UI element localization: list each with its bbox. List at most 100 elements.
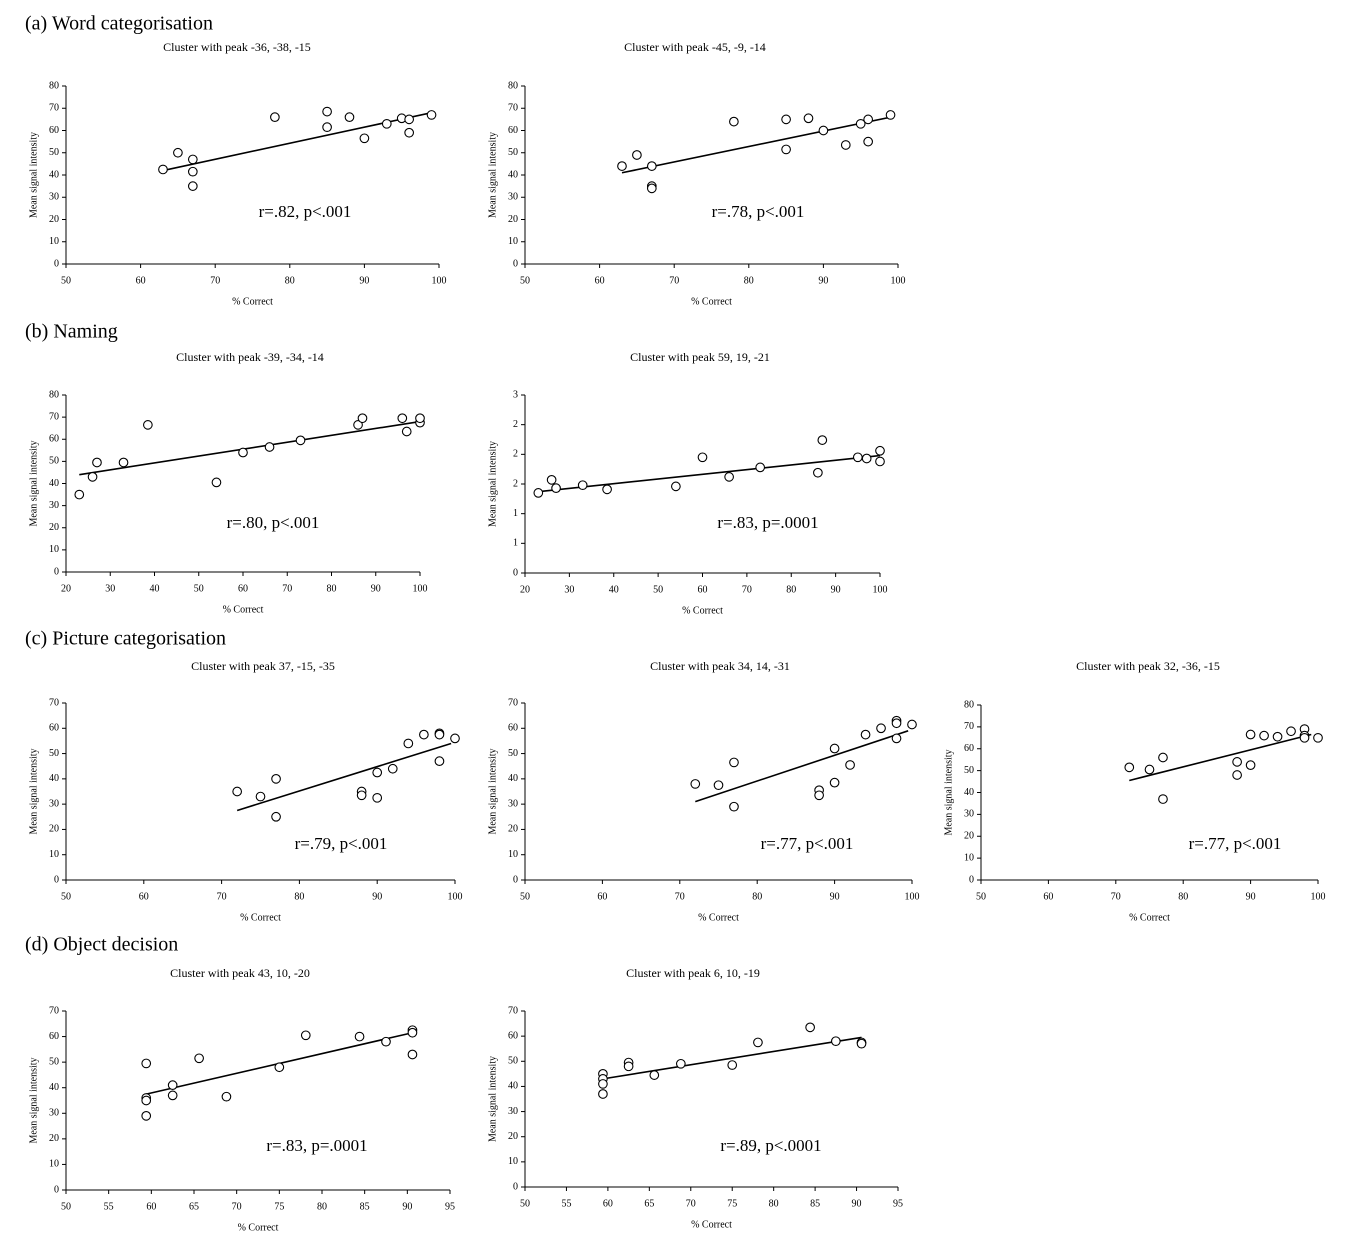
y-tick-label: 0 <box>513 874 518 885</box>
data-point <box>404 127 415 138</box>
y-tick-label: 60 <box>508 723 518 734</box>
x-tick-label: 20 <box>520 584 530 595</box>
y-tick-label: 70 <box>49 697 59 708</box>
data-point <box>187 154 198 165</box>
y-axis-label: Mean signal intensity <box>28 1057 39 1143</box>
trend-line <box>1129 733 1312 782</box>
data-point <box>856 1038 867 1049</box>
y-tick-label: 50 <box>964 765 974 776</box>
data-point <box>232 786 243 797</box>
y-tick-label: 20 <box>49 1133 59 1144</box>
data-point <box>141 1095 152 1106</box>
data-point <box>322 106 332 117</box>
y-tick-label: 70 <box>508 697 518 708</box>
section-heading: (c) Picture categorisation <box>25 628 226 650</box>
data-point <box>671 481 681 492</box>
y-tick-label: 70 <box>49 103 59 114</box>
data-point <box>74 489 85 500</box>
y-tick-label: 10 <box>49 849 59 860</box>
trend-line <box>538 454 881 493</box>
y-tick-label: 1 <box>513 508 518 519</box>
y-axis-label: Mean signal intensity <box>487 748 498 834</box>
annotation: r=.80, p<.001 <box>227 513 320 532</box>
data-point <box>861 453 872 464</box>
x-tick-label: 90 <box>830 891 840 902</box>
data-point <box>344 112 355 122</box>
y-tick-label: 50 <box>508 147 518 158</box>
data-point <box>1232 770 1242 780</box>
data-point <box>753 1037 763 1048</box>
x-tick-label: 100 <box>448 891 463 902</box>
data-point <box>781 114 791 125</box>
data-point <box>194 1053 204 1064</box>
data-point <box>863 114 874 125</box>
data-point <box>727 1060 738 1070</box>
section-heading: (a) Word categorisation <box>25 13 213 35</box>
y-tick-label: 30 <box>49 798 59 809</box>
data-point <box>141 1058 152 1069</box>
chart-title: Cluster with peak 59, 19, -21 <box>630 350 770 364</box>
data-point <box>817 435 828 445</box>
y-tick-label: 0 <box>969 874 974 885</box>
data-point <box>381 1036 391 1047</box>
x-axis-label: % Correct <box>691 1219 732 1230</box>
x-tick-label: 80 <box>786 584 796 595</box>
y-tick-label: 2 <box>513 449 518 460</box>
y-tick-label: 70 <box>508 1005 518 1016</box>
y-tick-label: 60 <box>964 743 974 754</box>
x-tick-label: 100 <box>432 275 447 286</box>
data-point <box>1144 764 1155 775</box>
y-tick-label: 10 <box>508 849 518 860</box>
x-axis-label: % Correct <box>691 296 732 307</box>
data-point <box>295 435 306 446</box>
y-tick-label: 70 <box>964 721 974 732</box>
x-tick-label: 80 <box>327 583 337 594</box>
data-point <box>407 1027 418 1038</box>
data-point <box>255 791 266 802</box>
data-point <box>434 756 445 767</box>
data-point <box>1272 731 1283 742</box>
x-tick-label: 20 <box>61 583 71 594</box>
data-point <box>829 743 840 754</box>
data-point <box>885 110 896 120</box>
data-point <box>426 110 437 120</box>
y-tick-label: 60 <box>508 1030 518 1041</box>
x-tick-label: 50 <box>520 1198 530 1209</box>
data-point <box>830 1036 841 1047</box>
x-tick-label: 50 <box>653 584 663 595</box>
y-tick-label: 40 <box>508 169 518 180</box>
x-tick-label: 50 <box>61 1201 71 1212</box>
y-tick-label: 2 <box>513 478 518 489</box>
y-tick-label: 40 <box>508 773 518 784</box>
x-tick-label: 70 <box>217 891 227 902</box>
trend-line <box>695 730 909 803</box>
chart-title: Cluster with peak 6, 10, -19 <box>626 966 760 980</box>
annotation: r=.83, p=.0001 <box>266 1136 367 1155</box>
data-point <box>649 1070 660 1080</box>
y-tick-label: 40 <box>49 478 59 489</box>
chart-title: Cluster with peak -39, -34, -14 <box>176 350 324 364</box>
y-tick-label: 80 <box>508 80 518 91</box>
y-tick-label: 60 <box>49 434 59 445</box>
x-tick-label: 50 <box>976 891 986 902</box>
trend-line <box>162 111 432 172</box>
y-tick-label: 20 <box>49 824 59 835</box>
y-tick-label: 40 <box>508 1081 518 1092</box>
data-point <box>450 733 460 744</box>
y-tick-label: 0 <box>513 567 518 578</box>
y-tick-label: 2 <box>513 419 518 430</box>
x-axis-label: % Correct <box>232 296 273 307</box>
data-point <box>875 445 885 456</box>
y-tick-label: 30 <box>508 1106 518 1117</box>
annotation: r=.89, p<.0001 <box>720 1136 821 1155</box>
y-tick-label: 0 <box>54 258 59 269</box>
x-tick-label: 100 <box>905 891 920 902</box>
data-point <box>167 1090 178 1101</box>
data-point <box>407 1049 418 1060</box>
y-tick-label: 30 <box>508 798 518 809</box>
annotation: r=.77, p<.001 <box>761 834 854 853</box>
data-point <box>381 118 392 129</box>
data-point <box>221 1091 232 1102</box>
y-tick-label: 80 <box>964 699 974 710</box>
x-tick-label: 60 <box>597 891 607 902</box>
